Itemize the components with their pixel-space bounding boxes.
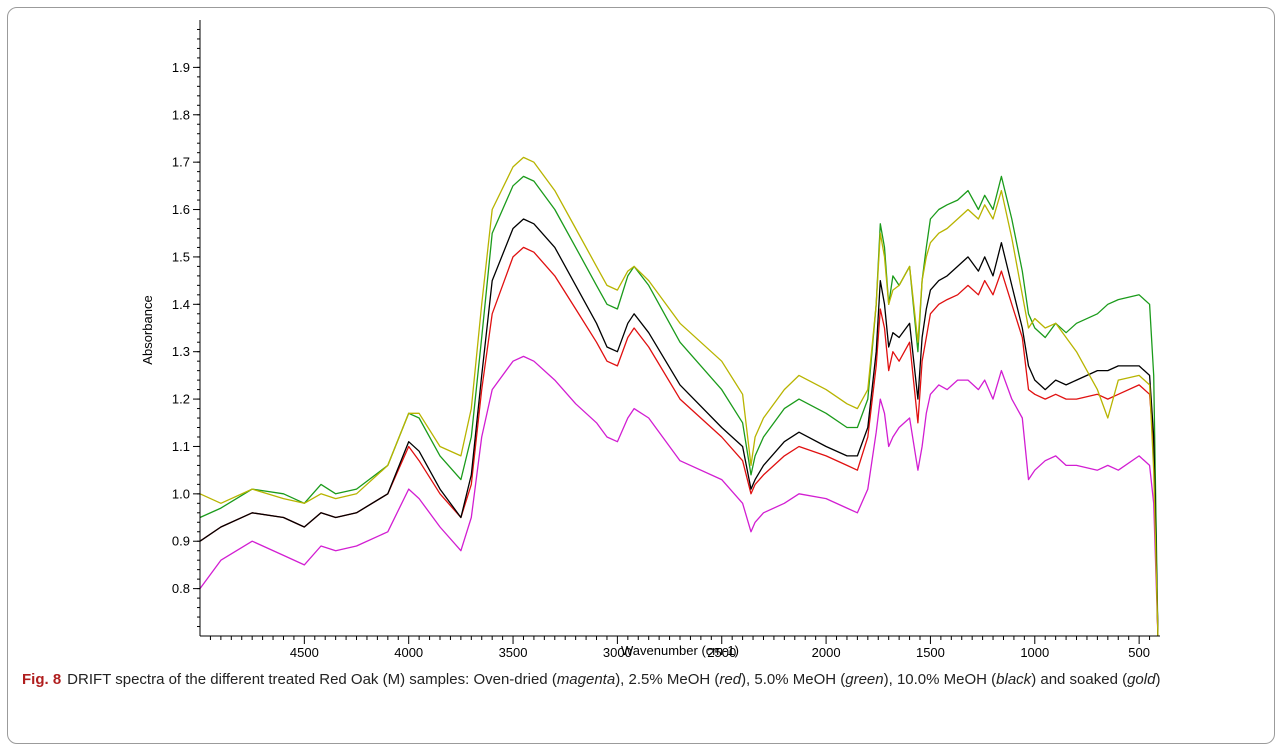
y-tick-label: 1.5 [172,249,190,264]
x-tick-label: 3000 [603,645,632,660]
caption-text-4: ), 10.0% MeOH ( [883,671,997,688]
caption-label: Fig. 8 [22,671,62,688]
figure-frame [7,7,1275,744]
y-tick-label: 1.0 [172,486,190,501]
x-tick-label: 500 [1128,645,1150,660]
axes-layer: 0.8 0.9 1.0 1.1 1.2 1.3 1.4 1.5 1.6 1.7 1.8 1.9 4500… [172,20,1160,660]
figure-caption: Fig. 8 DRIFT spectra of the different tre… [22,669,1267,690]
x-tick-label: 2000 [812,645,841,660]
x-tick-label: 3500 [499,645,528,660]
caption-text-2: ), 2.5% MeOH ( [615,671,720,688]
x-tick-label: 1000 [1020,645,1049,660]
y-axis-title: Absorbance [140,295,155,364]
caption-color-2: red [719,671,742,688]
caption-text-3: ), 5.0% MeOH ( [741,671,846,688]
x-tick-label: 4000 [394,645,423,660]
y-tick-label: 1.9 [172,60,190,75]
y-tick-label: 1.2 [172,392,190,407]
x-tick-label: 2500 [707,645,736,660]
caption-color-3: green [845,671,884,688]
y-tick-label: 1.4 [172,297,190,312]
y-tick-label: 1.7 [172,155,190,170]
y-tick-label: 1.6 [172,202,190,217]
series-line-1 [199,355,1159,637]
y-tick-label: 1.8 [172,107,190,122]
caption-color-4: black [996,671,1032,688]
series-layer [199,156,1159,637]
series-line-3 [199,175,1159,637]
caption-text-6: ) [1155,671,1161,688]
y-tick-label: 0.8 [172,581,190,596]
y-tick-label: 1.1 [172,439,190,454]
caption-color-5: gold [1127,671,1156,688]
x-tick-label: 4500 [290,645,319,660]
series-line-2 [199,246,1159,637]
y-tick-label: 1.3 [172,344,190,359]
series-line-4 [199,218,1159,637]
series-line-5 [199,156,1159,637]
chart: 0.8 0.9 1.0 1.1 1.2 1.3 1.4 1.5 1.6 1.7 1.8 1.9 4500… [140,20,1160,660]
x-tick-label: 1500 [916,645,945,660]
y-tick-label: 0.9 [172,534,190,549]
caption-color-1: magenta [556,671,616,688]
caption-text-5: ) and soaked ( [1031,671,1128,688]
caption-text-1: DRIFT spectra of the different treated R… [67,671,557,688]
x-axis-title: Wavenumber (cm-1) [621,643,739,658]
